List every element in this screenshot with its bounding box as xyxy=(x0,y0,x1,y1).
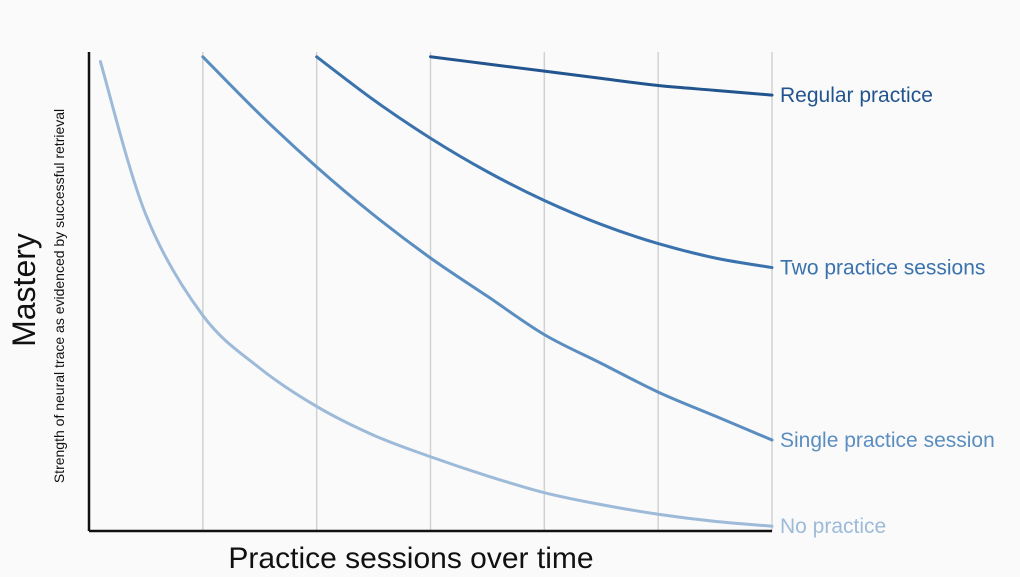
series-line-two-practice-sessions xyxy=(315,55,774,270)
y-axis-subtitle: Strength of neural trace as evidenced by… xyxy=(51,109,67,483)
series-labels: No practice Single practice session Two pr… xyxy=(780,84,995,538)
series-label-single-practice-session: Single practice session xyxy=(780,429,995,452)
series-label-two-practice-sessions: Two practice sessions xyxy=(780,257,985,280)
series-label-regular-practice: Regular practice xyxy=(780,84,933,107)
series-label-no-practice: No practice xyxy=(780,515,886,538)
series-line-regular-practice xyxy=(429,55,774,97)
gridlines xyxy=(202,52,773,531)
series-line-single-practice-session xyxy=(201,55,774,442)
axes xyxy=(87,52,772,533)
series-line-no-practice xyxy=(98,60,774,528)
x-axis-title: Practice sessions over time xyxy=(228,542,593,575)
y-axis-title: Mastery xyxy=(6,233,42,347)
series-lines xyxy=(98,55,774,528)
